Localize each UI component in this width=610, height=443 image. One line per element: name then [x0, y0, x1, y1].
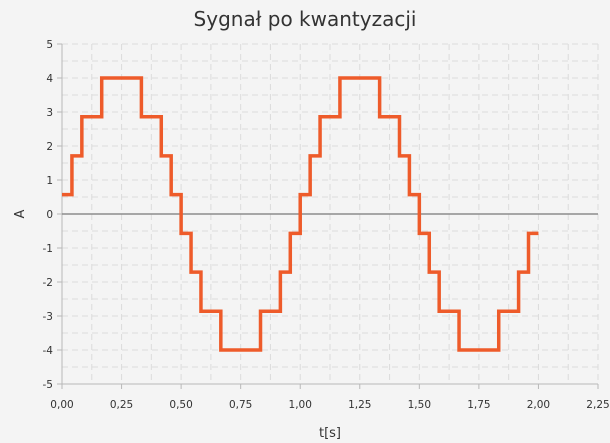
series-line: [62, 76, 539, 352]
y-tick-label: 3: [46, 107, 53, 119]
y-tick-label: 2: [46, 141, 53, 153]
x-tick-label: 0,50: [169, 399, 192, 411]
y-tick-label: 1: [46, 175, 53, 187]
x-tick-label: 1,50: [408, 399, 431, 411]
x-tick-label: 1,25: [348, 399, 371, 411]
chart-title: Sygnał po kwantyzacji: [194, 7, 417, 31]
x-tick-label: 0,75: [229, 399, 252, 411]
y-tick-label: 5: [46, 39, 53, 51]
y-tick-label: 4: [46, 73, 53, 85]
x-axis-label: t[s]: [319, 426, 341, 441]
y-tick-label: -1: [43, 243, 53, 255]
x-tick-label: 2,25: [586, 399, 609, 411]
x-tick-label: 1,75: [467, 399, 490, 411]
series-group: [62, 76, 539, 352]
x-tick-labels: 0,00 0,25 0,50 0,75 1,00 1,25 1,50 1,75 2,00 2,25: [50, 384, 610, 411]
x-tick-label: 2,00: [527, 399, 550, 411]
y-tick-label: -5: [43, 379, 53, 391]
y-tick-labels: -5 -4 -3 -2 -1 0 1 2 3 4 5: [43, 39, 62, 391]
y-axis-label: A: [13, 209, 28, 218]
y-tick-label: -2: [43, 277, 53, 289]
x-tick-label: 0,25: [110, 399, 133, 411]
y-tick-label: 0: [46, 209, 53, 221]
y-tick-label: -4: [43, 345, 54, 357]
x-tick-label: 0,00: [50, 399, 73, 411]
x-tick-label: 1,00: [289, 399, 312, 411]
y-tick-label: -3: [43, 311, 53, 323]
